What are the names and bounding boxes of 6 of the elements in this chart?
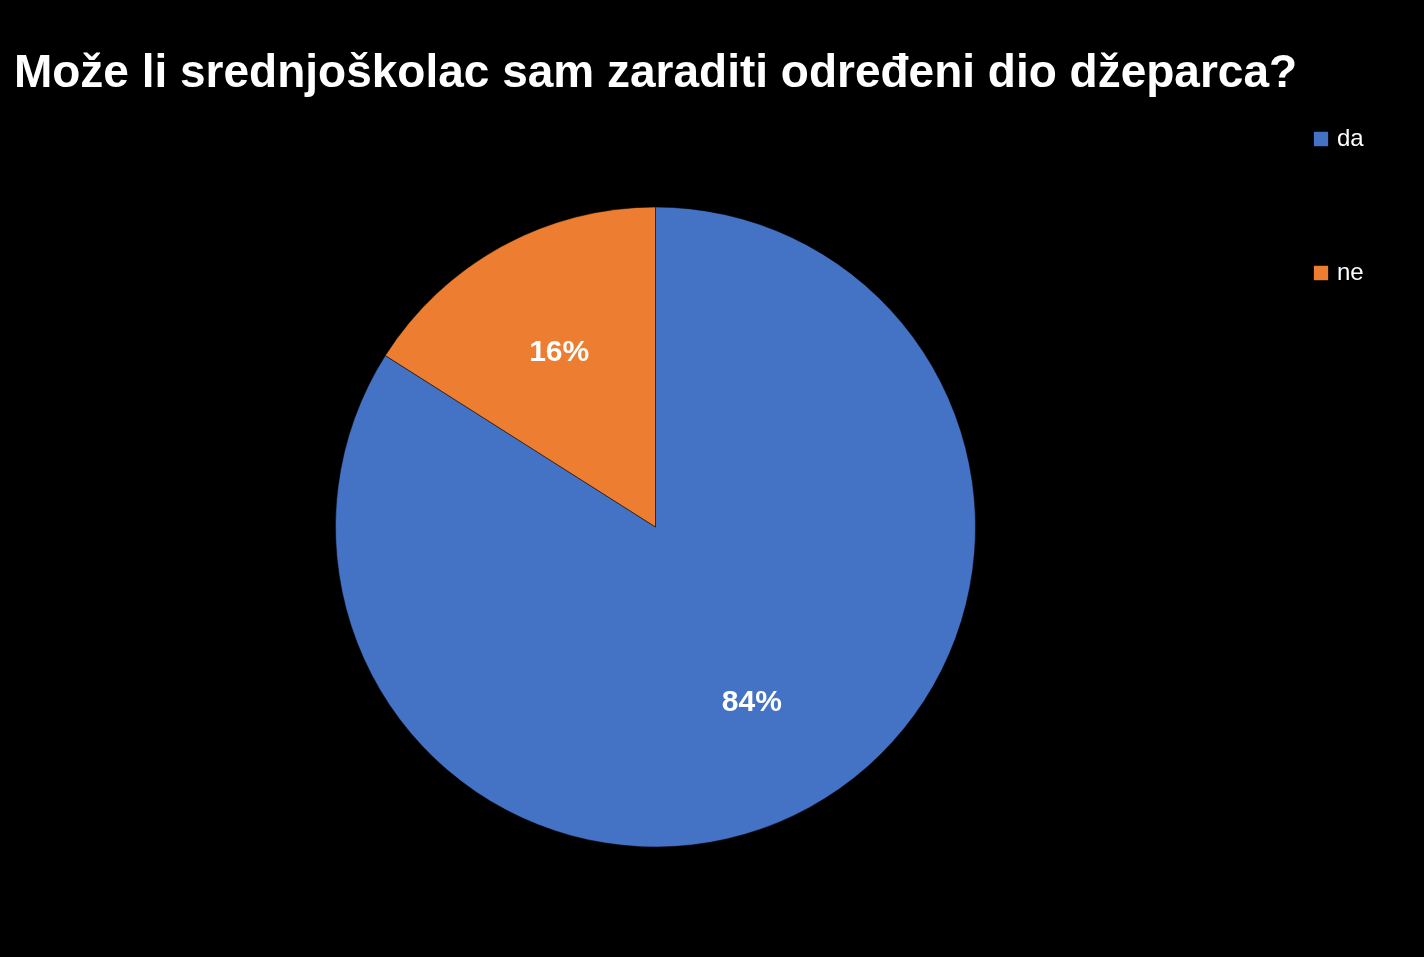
pie-slice [335, 206, 976, 847]
data-label: 84% [721, 684, 782, 718]
legend-label: da [1337, 124, 1365, 151]
chart-title: Može li srednjoškolac sam zaraditi određeni dio džeparca? [13, 45, 1298, 97]
legend-label: ne [1337, 258, 1364, 285]
data-label: 16% [529, 333, 590, 367]
